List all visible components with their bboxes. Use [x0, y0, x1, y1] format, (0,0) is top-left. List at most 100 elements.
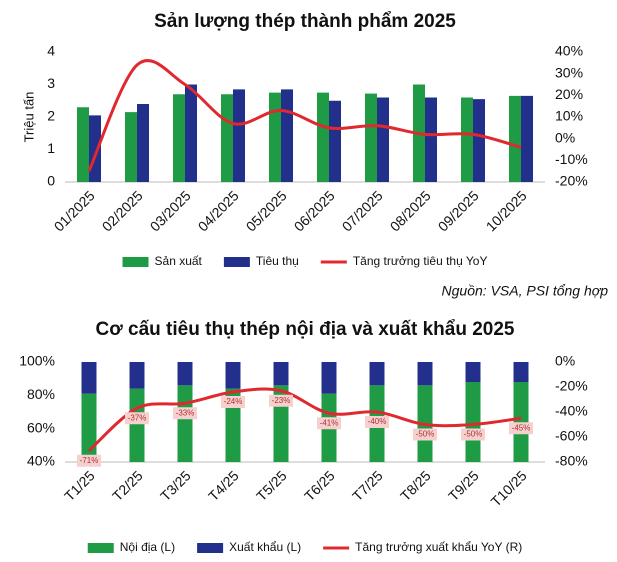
data-label: -37%	[125, 412, 149, 425]
bar	[137, 104, 149, 182]
bar	[465, 382, 481, 462]
x-tick-label: T2/25	[109, 467, 146, 504]
legend-swatch	[122, 257, 149, 267]
data-label: -23%	[269, 394, 293, 407]
y-tick-label: 80%	[27, 386, 55, 402]
bar	[125, 112, 137, 182]
bar	[513, 362, 529, 382]
data-label-text: -41%	[320, 418, 339, 427]
y2-tick-label: -10%	[555, 151, 588, 167]
x-tick-label: T9/25	[445, 467, 482, 504]
bar	[269, 92, 281, 182]
bar	[365, 93, 377, 182]
y2-tick-label: 0%	[555, 353, 575, 369]
x-tick-label: 02/2025	[99, 187, 146, 234]
bar	[377, 97, 389, 182]
x-tick-label: T1/25	[61, 467, 98, 504]
data-label-text: -71%	[80, 456, 99, 465]
data-label-box	[317, 417, 341, 430]
y-axis-label: Triệu tấn	[21, 92, 36, 143]
y2-tick-label: -60%	[555, 428, 588, 444]
data-label-text: -33%	[176, 408, 195, 417]
x-tick-label: 06/2025	[291, 187, 338, 234]
bar	[369, 362, 385, 386]
bar	[129, 362, 145, 389]
data-label-box	[509, 422, 533, 435]
legend-swatch	[87, 543, 114, 553]
bar	[425, 97, 437, 182]
bar	[417, 362, 433, 386]
data-label-text: -37%	[128, 413, 147, 422]
data-label: -50%	[413, 428, 437, 441]
y2-tick-label: -80%	[555, 453, 588, 469]
chart-title: Cơ cấu tiêu thụ thép nội địa và xuất khẩ…	[96, 319, 515, 340]
data-label-box	[173, 407, 197, 420]
line	[87, 387, 522, 452]
bar	[321, 362, 337, 394]
y-tick-label: 2	[47, 108, 55, 124]
y2-tick-label: -20%	[555, 378, 588, 394]
legend-swatch	[223, 257, 250, 267]
x-tick-label: 04/2025	[195, 187, 242, 234]
legend: Nội địa (L) Xuất khẩu (L) Tăng trưởng xuất…	[87, 540, 522, 554]
legend-label: Nội địa (L)	[120, 540, 175, 554]
bar	[281, 89, 293, 182]
x-tick-label: T7/25	[349, 467, 386, 504]
x-tick-label: T5/25	[253, 467, 290, 504]
y2-tick-label: 20%	[555, 86, 583, 102]
bar	[177, 362, 193, 386]
data-label-box	[125, 412, 149, 425]
bar	[317, 92, 329, 182]
legend: Sản xuất Tiêu thụ Tăng trưởng tiêu thụ YoY	[122, 254, 488, 268]
y-tick-label: 3	[47, 75, 55, 91]
x-tick-label: 10/2025	[483, 187, 530, 234]
data-label: -50%	[461, 428, 485, 441]
bar	[461, 97, 473, 182]
data-label: -33%	[173, 407, 197, 420]
x-tick-label: 01/2025	[51, 187, 98, 234]
data-label-box	[413, 428, 437, 441]
y2-tick-label: 10%	[555, 108, 583, 124]
y-tick-label: 40%	[27, 453, 55, 469]
data-label-text: -50%	[416, 430, 435, 439]
data-label-box	[365, 416, 389, 428]
y2-tick-label: 0%	[555, 129, 575, 145]
bar	[509, 95, 521, 182]
bar	[465, 362, 481, 382]
y-tick-label: 60%	[27, 419, 55, 435]
data-label-text: -23%	[272, 396, 291, 405]
legend-label: Tăng trưởng tiêu thụ YoY	[353, 254, 488, 268]
data-label: -71%	[77, 454, 101, 467]
x-tick-label: T3/25	[157, 467, 194, 504]
x-tick-label: T6/25	[301, 467, 338, 504]
data-label-box	[269, 394, 293, 407]
data-label-text: -50%	[464, 430, 483, 439]
bar	[521, 95, 533, 182]
bar	[513, 382, 529, 462]
data-label: -24%	[221, 396, 245, 408]
bar	[81, 362, 97, 394]
data-label: -45%	[509, 422, 533, 435]
bar	[225, 362, 241, 389]
data-label-box	[221, 396, 245, 408]
x-tick-label: T10/25	[488, 467, 530, 509]
x-tick-label: T8/25	[397, 467, 434, 504]
x-tick-label: 09/2025	[435, 187, 482, 234]
x-tick-label: 08/2025	[387, 187, 434, 234]
line	[87, 59, 522, 172]
x-tick-label: 05/2025	[243, 187, 290, 234]
legend-swatch	[197, 543, 224, 553]
bar	[77, 107, 89, 182]
bar	[173, 94, 185, 182]
bar	[129, 388, 145, 462]
bar	[273, 362, 289, 386]
source-note: Nguồn: VSA, PSI tổng hợp	[442, 283, 609, 299]
bar	[233, 89, 245, 182]
legend-label: Tăng trưởng xuất khẩu YoY (R)	[355, 540, 522, 554]
data-label-text: -45%	[512, 423, 531, 432]
y-tick-label: 100%	[19, 353, 55, 369]
y-tick-label: 1	[47, 140, 55, 156]
bar	[473, 99, 485, 182]
data-label-box	[461, 428, 485, 441]
